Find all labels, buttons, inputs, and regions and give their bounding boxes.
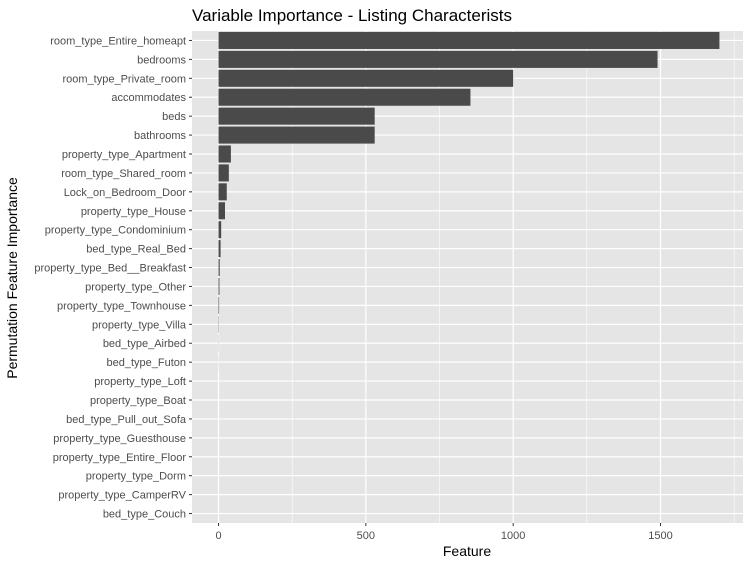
x-tick-label: 1500 — [648, 530, 672, 542]
y-tick-label: property_type_Loft — [94, 376, 186, 388]
bar — [218, 126, 375, 144]
y-tick-label: property_type_Condominium — [45, 225, 186, 237]
y-tick-label: property_type_Boat — [90, 395, 186, 407]
y-tick-label: property_type_Guesthouse — [53, 433, 186, 445]
y-tick-labels: room_type_Entire_homeapt bedrooms room_typ… — [34, 35, 192, 521]
chart-title: Variable Importance - Listing Characteri… — [192, 6, 512, 25]
y-tick-label: room_type_Entire_homeapt — [50, 35, 186, 47]
y-tick-label: bed_type_Real_Bed — [86, 244, 186, 256]
y-tick-label: room_type_Shared_room — [61, 168, 186, 180]
bar — [218, 221, 222, 239]
y-tick-label: property_type_Dorm — [86, 471, 186, 483]
y-tick-label: bed_type_Airbed — [103, 338, 186, 350]
bar — [218, 88, 471, 106]
y-tick-label: Lock_on_Bedroom_Door — [64, 187, 187, 199]
bar — [218, 296, 220, 314]
y-tick-label: bedrooms — [137, 54, 186, 66]
bar — [218, 277, 220, 295]
y-tick-label: property_type_Villa — [92, 319, 187, 331]
bar — [218, 202, 226, 220]
x-tick-label: 0 — [215, 530, 221, 542]
y-tick-label: property_type_Townhouse — [57, 300, 186, 312]
bar — [218, 164, 229, 182]
y-tick-label: beds — [162, 111, 186, 123]
bar — [218, 240, 221, 258]
y-tick-label: property_type_House — [81, 206, 186, 218]
y-tick-label: accommodates — [111, 92, 186, 104]
bar — [218, 31, 720, 49]
y-tick-label: property_type_Apartment — [62, 149, 186, 161]
y-axis-title: Permutation Feature Importance — [4, 177, 20, 379]
bar — [218, 259, 220, 277]
y-tick-label: property_type_Other — [85, 281, 186, 293]
x-tick-label: 1000 — [501, 530, 525, 542]
x-axis-title: Feature — [443, 543, 491, 559]
bar — [218, 50, 658, 68]
bars — [218, 31, 720, 371]
y-tick-label: property_type_CamperRV — [58, 490, 186, 502]
bar — [218, 145, 231, 163]
x-tick-label: 500 — [357, 530, 375, 542]
y-tick-label: property_type_Entire_Floor — [53, 452, 187, 464]
y-tick-label: bed_type_Couch — [103, 509, 186, 521]
y-tick-label: property_type_Bed__Breakfast — [34, 263, 186, 275]
y-tick-label: room_type_Private_room — [62, 73, 186, 85]
y-tick-label: bed_type_Futon — [106, 357, 186, 369]
y-tick-label: bathrooms — [134, 130, 186, 142]
bar — [218, 183, 227, 201]
bar — [218, 69, 514, 87]
bar — [218, 107, 375, 125]
y-tick-label: bed_type_Pull_out_Sofa — [66, 414, 187, 426]
x-tick-labels: 0 500 1000 1500 — [215, 523, 673, 542]
